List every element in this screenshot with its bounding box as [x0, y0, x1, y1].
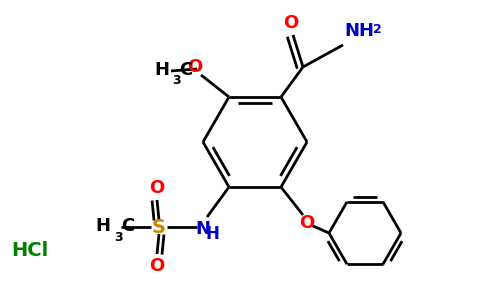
Text: O: O [150, 257, 165, 275]
Text: H: H [205, 225, 219, 243]
Text: O: O [187, 58, 203, 76]
Text: 3: 3 [172, 74, 181, 87]
Text: O: O [300, 214, 315, 232]
Text: N: N [196, 220, 211, 238]
Text: O: O [283, 14, 299, 32]
Text: C: C [121, 217, 134, 235]
Text: O: O [150, 179, 165, 197]
Text: H: H [154, 61, 169, 79]
Text: S: S [152, 218, 166, 236]
Text: NH: NH [344, 22, 374, 40]
Text: H: H [95, 217, 110, 235]
Text: C: C [179, 61, 192, 79]
Text: HCl: HCl [12, 241, 48, 260]
Text: 2: 2 [373, 23, 382, 36]
Text: 3: 3 [114, 231, 122, 244]
